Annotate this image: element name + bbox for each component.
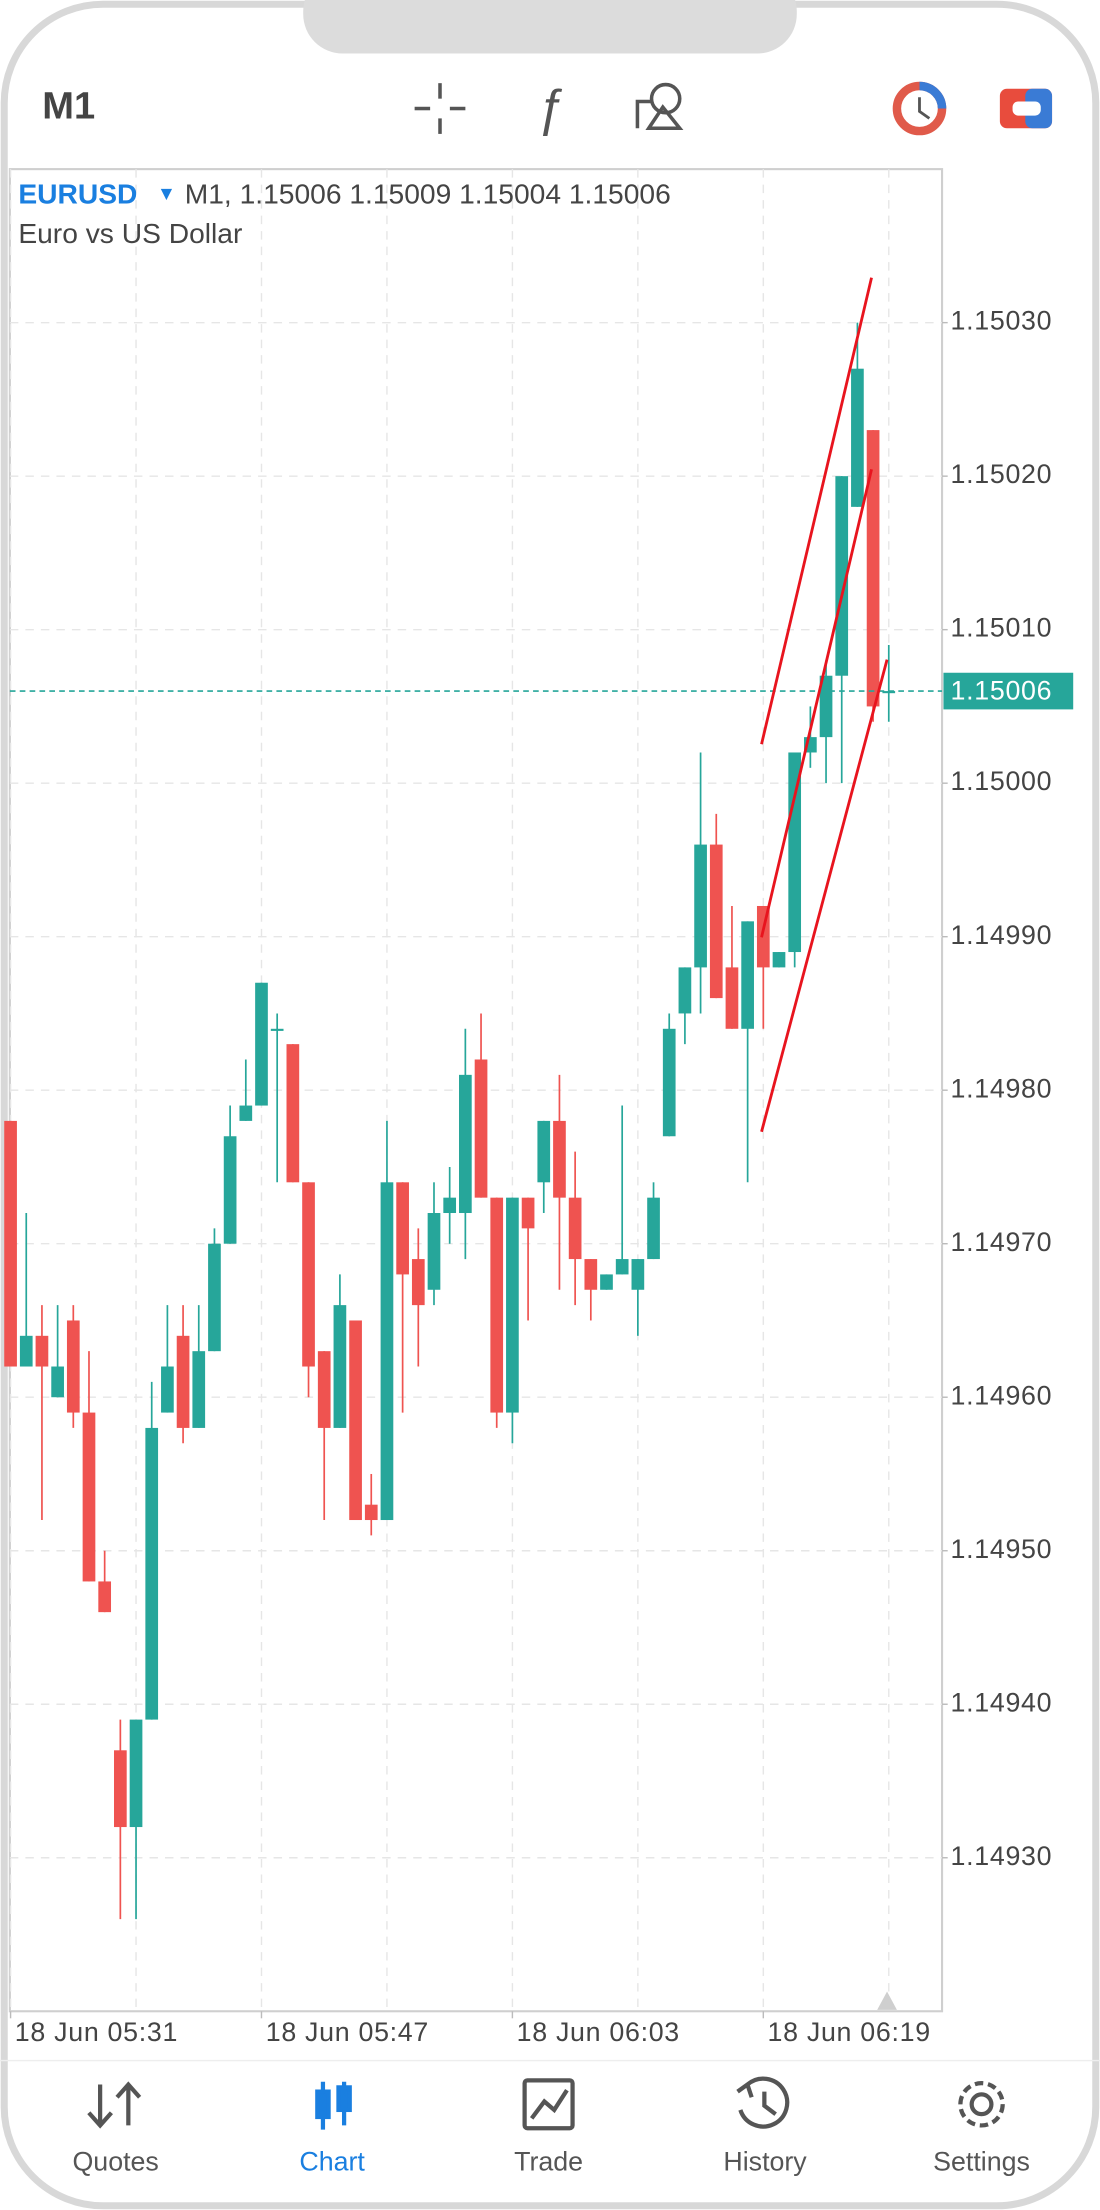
- candle-body: [396, 1182, 409, 1275]
- y-tick-label: 1.14990: [951, 920, 1053, 950]
- candle-body: [411, 1259, 425, 1306]
- last-price-label: 1.15006: [951, 676, 1053, 706]
- candle-body: [270, 1028, 284, 1031]
- candle-body: [176, 1335, 190, 1428]
- symbol-dropdown[interactable]: [160, 188, 173, 201]
- last-price-box: [943, 672, 1074, 710]
- candle-body: [553, 1120, 566, 1198]
- candle-body: [98, 1581, 112, 1613]
- symbol[interactable]: EURUSD: [18, 177, 137, 209]
- candle-body: [568, 1197, 582, 1260]
- candle-body: [4, 1120, 17, 1367]
- candle-body: [772, 952, 786, 968]
- x-tick-label: 18 Jun 05:47: [266, 2017, 429, 2047]
- candle-body: [114, 1750, 127, 1828]
- plot: [4, 169, 948, 2019]
- crosshair-icon[interactable]: [414, 83, 466, 134]
- y-tick-label: 1.14960: [951, 1380, 1053, 1410]
- candle-body: [584, 1259, 598, 1290]
- candle-body: [662, 1028, 676, 1137]
- candle-body: [161, 1366, 174, 1413]
- y-tick-label: 1.14980: [951, 1073, 1053, 1103]
- candle-body: [851, 368, 864, 507]
- y-tick-label: 1.14940: [951, 1687, 1053, 1717]
- objects-icon[interactable]: [635, 82, 684, 131]
- candle-body: [239, 1105, 253, 1121]
- candle-body: [694, 844, 707, 968]
- candle-body: [129, 1719, 143, 1828]
- candle-body: [364, 1504, 378, 1521]
- x-tick-label: 18 Jun 06:03: [517, 2017, 680, 2047]
- y-tick-label: 1.15010: [951, 613, 1053, 643]
- y-tick-label: 1.15030: [951, 306, 1053, 336]
- tab-label[interactable]: Trade: [514, 2147, 583, 2177]
- candle-body: [82, 1412, 96, 1582]
- candle-body: [709, 844, 723, 999]
- tab-label[interactable]: Quotes: [72, 2147, 158, 2177]
- candle-body: [317, 1351, 331, 1428]
- candle-body: [866, 430, 880, 707]
- candle-body: [427, 1213, 441, 1290]
- y-tick-label: 1.14950: [951, 1534, 1053, 1564]
- x-tick-label: 18 Jun 06:19: [768, 2017, 931, 2047]
- candle-body: [474, 1059, 488, 1198]
- y-tick-label: 1.14930: [951, 1841, 1053, 1871]
- candle-body: [882, 691, 896, 694]
- ohlc-info: M1, 1.15006 1.15009 1.15004 1.15006: [185, 177, 671, 209]
- candle-body: [459, 1074, 472, 1214]
- candle-body: [443, 1197, 457, 1214]
- candle-body: [333, 1305, 347, 1428]
- account-icon[interactable]: [892, 81, 947, 136]
- y-tick-label: 1.15000: [951, 766, 1053, 796]
- scroll-marker[interactable]: [877, 1991, 897, 2010]
- notch: [303, 0, 797, 54]
- candle-body: [286, 1044, 300, 1183]
- candle-body: [192, 1351, 206, 1428]
- candle-body: [223, 1136, 237, 1244]
- tab-label[interactable]: Chart: [299, 2147, 365, 2177]
- candle-body: [145, 1427, 159, 1720]
- candle-body: [631, 1259, 645, 1290]
- candle-body: [302, 1182, 315, 1367]
- candle-body: [208, 1243, 221, 1352]
- candle-body: [19, 1335, 33, 1367]
- candle-body: [615, 1259, 629, 1275]
- candle-body: [678, 967, 692, 1014]
- candle-body: [490, 1197, 504, 1413]
- y-tick-label: 1.14970: [951, 1227, 1053, 1257]
- y-tick-label: 1.15020: [951, 459, 1053, 489]
- candle-body: [521, 1197, 535, 1229]
- candle-body: [741, 921, 754, 1029]
- candle-body: [66, 1320, 80, 1413]
- candle-body: [647, 1197, 660, 1260]
- candle-body: [725, 967, 739, 1029]
- candle-body: [537, 1120, 551, 1183]
- candle-body: [506, 1197, 519, 1413]
- symbol-description: Euro vs US Dollar: [18, 217, 242, 249]
- indicators-icon[interactable]: ƒ: [536, 79, 564, 136]
- candle-body: [835, 476, 849, 676]
- trade-icon[interactable]: [999, 88, 1053, 129]
- candle-body: [380, 1182, 394, 1521]
- tab-label[interactable]: History: [723, 2147, 807, 2177]
- x-tick-label: 18 Jun 05:31: [15, 2017, 178, 2047]
- timeframe-button[interactable]: M1: [42, 86, 95, 128]
- candle-body: [349, 1320, 362, 1521]
- candle-body: [255, 982, 268, 1106]
- tab-label[interactable]: Settings: [933, 2147, 1030, 2177]
- candle-body: [788, 752, 802, 953]
- candle-body: [35, 1335, 49, 1367]
- candle-body: [600, 1274, 613, 1290]
- channel-object[interactable]: [760, 277, 889, 1133]
- candle-body: [51, 1366, 64, 1398]
